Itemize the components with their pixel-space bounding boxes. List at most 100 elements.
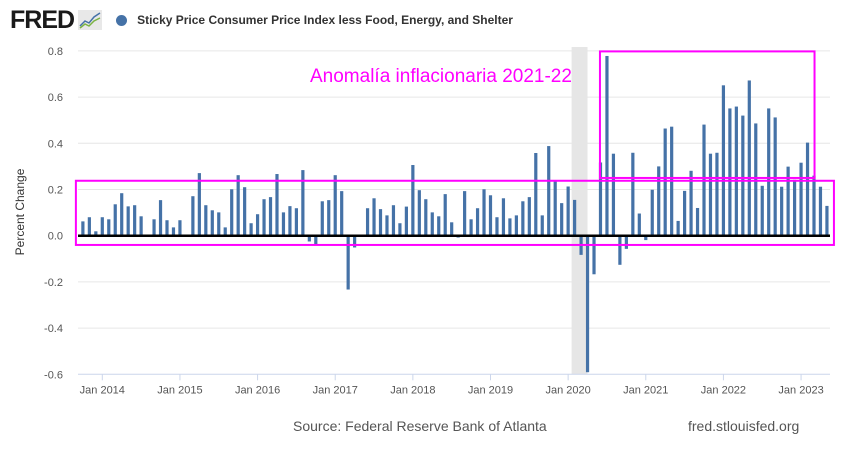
- bar[interactable]: [747, 80, 751, 236]
- bar[interactable]: [605, 55, 609, 236]
- bar[interactable]: [223, 227, 227, 236]
- bar[interactable]: [171, 227, 176, 236]
- bar[interactable]: [81, 221, 85, 236]
- bar[interactable]: [792, 179, 797, 236]
- bar[interactable]: [249, 223, 253, 236]
- bar[interactable]: [204, 205, 208, 236]
- bar[interactable]: [469, 219, 473, 236]
- bar[interactable]: [294, 208, 298, 236]
- bar[interactable]: [760, 185, 764, 236]
- bar[interactable]: [217, 212, 221, 236]
- bar[interactable]: [501, 198, 506, 236]
- bar[interactable]: [818, 186, 823, 236]
- bar[interactable]: [372, 198, 376, 236]
- bar[interactable]: [385, 215, 389, 236]
- bar[interactable]: [243, 187, 247, 236]
- bar[interactable]: [107, 219, 111, 236]
- bar[interactable]: [508, 218, 512, 236]
- bar[interactable]: [644, 235, 648, 241]
- bar[interactable]: [443, 194, 447, 236]
- bar[interactable]: [262, 199, 266, 236]
- bar[interactable]: [553, 180, 557, 236]
- bar[interactable]: [288, 206, 292, 236]
- bar[interactable]: [346, 235, 350, 290]
- bar[interactable]: [158, 200, 163, 236]
- bar[interactable]: [424, 199, 428, 236]
- bar[interactable]: [786, 166, 790, 236]
- bar[interactable]: [618, 235, 622, 265]
- bar[interactable]: [573, 199, 577, 236]
- bar[interactable]: [417, 190, 421, 236]
- source-url[interactable]: fred.stlouisfed.org: [688, 418, 800, 434]
- bar[interactable]: [527, 197, 531, 236]
- bar[interactable]: [191, 196, 195, 236]
- bar[interactable]: [663, 128, 667, 236]
- bar[interactable]: [430, 212, 434, 236]
- bar[interactable]: [411, 165, 415, 236]
- bar[interactable]: [728, 108, 732, 236]
- bar[interactable]: [307, 235, 311, 242]
- bar[interactable]: [275, 174, 279, 236]
- bar[interactable]: [87, 217, 91, 236]
- bar[interactable]: [585, 235, 590, 373]
- fred-logo[interactable]: FRED: [10, 6, 75, 34]
- bar[interactable]: [100, 217, 104, 236]
- bar[interactable]: [715, 152, 719, 236]
- bar[interactable]: [495, 217, 499, 236]
- bar[interactable]: [268, 197, 273, 236]
- bar[interactable]: [165, 220, 169, 236]
- bar[interactable]: [695, 207, 700, 236]
- bar[interactable]: [404, 206, 408, 236]
- bar[interactable]: [805, 142, 810, 236]
- bar[interactable]: [230, 189, 234, 236]
- bar[interactable]: [592, 235, 596, 275]
- bar[interactable]: [139, 216, 143, 236]
- bar[interactable]: [133, 205, 137, 236]
- legend-label[interactable]: Sticky Price Consumer Price Index less F…: [137, 13, 513, 27]
- bar[interactable]: [741, 115, 745, 236]
- bar[interactable]: [734, 106, 738, 236]
- bar[interactable]: [210, 210, 214, 236]
- bar[interactable]: [689, 170, 693, 236]
- bar[interactable]: [178, 220, 182, 236]
- bar[interactable]: [780, 186, 784, 236]
- bar[interactable]: [475, 208, 480, 236]
- bar[interactable]: [320, 201, 324, 236]
- bar[interactable]: [463, 191, 467, 236]
- bar[interactable]: [683, 190, 687, 236]
- bar[interactable]: [767, 108, 771, 236]
- bar[interactable]: [314, 235, 318, 245]
- bar[interactable]: [94, 231, 98, 236]
- bar[interactable]: [378, 209, 383, 236]
- bar[interactable]: [255, 214, 260, 236]
- bar[interactable]: [197, 173, 201, 236]
- bar[interactable]: [598, 162, 603, 236]
- bar[interactable]: [120, 193, 124, 236]
- bar[interactable]: [624, 235, 628, 249]
- bar[interactable]: [437, 216, 441, 236]
- bar[interactable]: [113, 204, 117, 236]
- bar[interactable]: [514, 215, 518, 236]
- bar[interactable]: [799, 162, 803, 236]
- bar[interactable]: [327, 200, 331, 236]
- bar[interactable]: [650, 189, 654, 236]
- bar[interactable]: [333, 175, 337, 236]
- bar[interactable]: [152, 219, 156, 236]
- bar[interactable]: [631, 152, 635, 236]
- bar[interactable]: [611, 153, 616, 236]
- bar[interactable]: [534, 153, 538, 236]
- bar[interactable]: [560, 203, 564, 236]
- bar[interactable]: [488, 195, 493, 236]
- bar[interactable]: [281, 212, 286, 236]
- bar[interactable]: [540, 215, 544, 236]
- bar[interactable]: [365, 208, 370, 236]
- bar[interactable]: [236, 175, 240, 236]
- bar[interactable]: [812, 175, 816, 236]
- bar[interactable]: [547, 146, 551, 236]
- bar[interactable]: [773, 117, 777, 236]
- bar[interactable]: [353, 235, 357, 248]
- bar[interactable]: [825, 205, 829, 236]
- bar[interactable]: [676, 220, 680, 236]
- bar[interactable]: [301, 170, 305, 236]
- bar[interactable]: [566, 186, 570, 236]
